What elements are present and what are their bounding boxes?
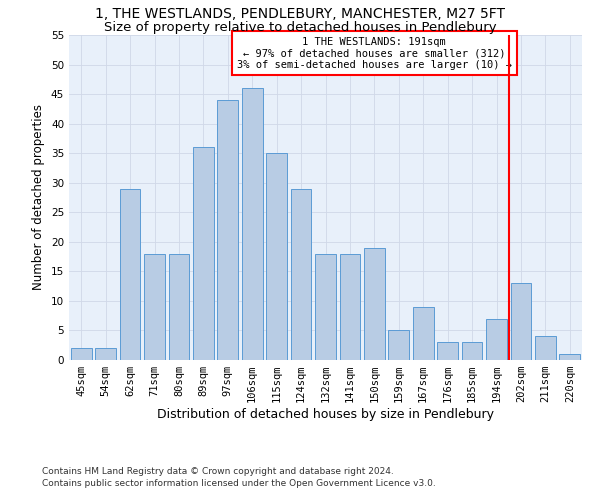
Bar [119,188,140,360]
Bar [559,354,580,360]
Bar [340,254,361,360]
Bar [144,254,165,360]
Text: 1, THE WESTLANDS, PENDLEBURY, MANCHESTER, M27 5FT: 1, THE WESTLANDS, PENDLEBURY, MANCHESTER… [95,8,505,22]
Y-axis label: Number of detached properties: Number of detached properties [32,104,46,290]
Bar [461,342,482,360]
Bar [511,283,532,360]
Bar [486,318,507,360]
Text: Contains HM Land Registry data © Crown copyright and database right 2024.
Contai: Contains HM Land Registry data © Crown c… [42,466,436,487]
Bar [535,336,556,360]
Bar [388,330,409,360]
Bar [315,254,336,360]
Text: 1 THE WESTLANDS: 191sqm
← 97% of detached houses are smaller (312)
3% of semi-de: 1 THE WESTLANDS: 191sqm ← 97% of detache… [237,36,512,70]
Bar [266,153,287,360]
Text: Size of property relative to detached houses in Pendlebury: Size of property relative to detached ho… [104,22,496,35]
X-axis label: Distribution of detached houses by size in Pendlebury: Distribution of detached houses by size … [157,408,494,421]
Bar [437,342,458,360]
Bar [364,248,385,360]
Bar [217,100,238,360]
Bar [71,348,92,360]
Bar [193,148,214,360]
Bar [169,254,190,360]
Bar [242,88,263,360]
Bar [290,188,311,360]
Bar [95,348,116,360]
Bar [413,307,434,360]
